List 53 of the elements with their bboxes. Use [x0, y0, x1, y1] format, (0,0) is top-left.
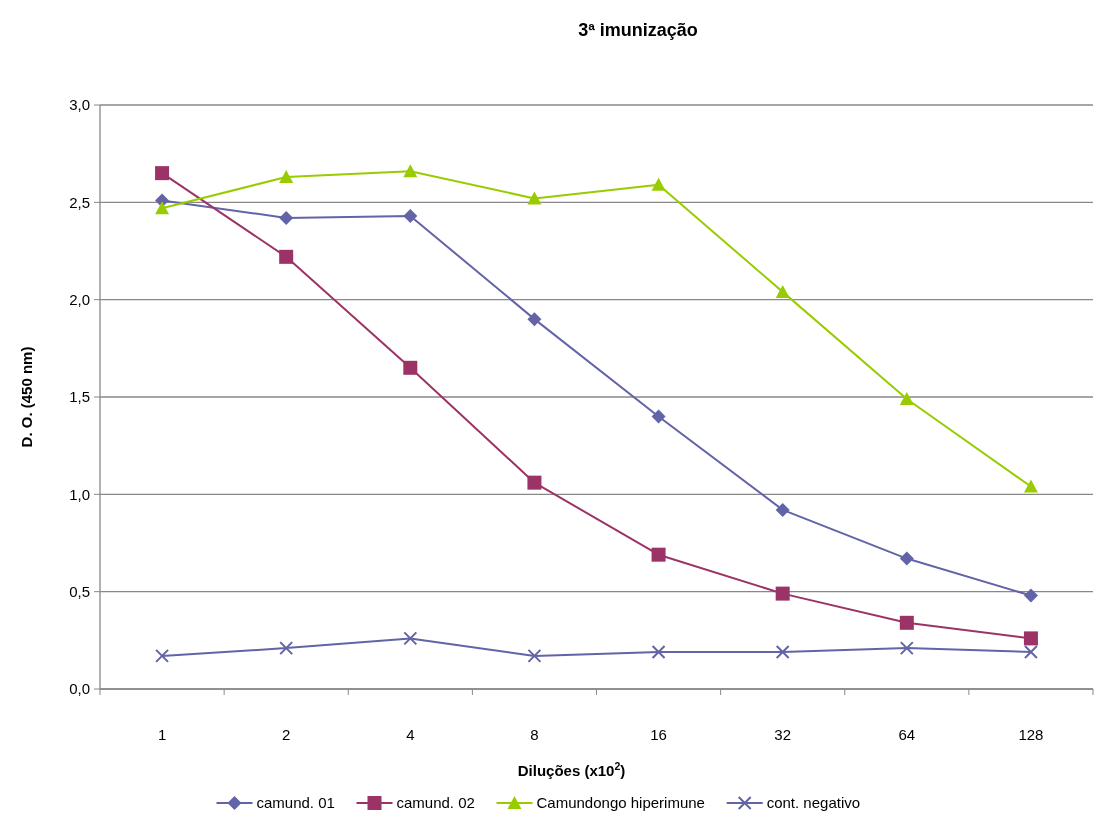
legend-label: camund. 01 — [256, 794, 335, 811]
x-tick-label: 32 — [774, 726, 792, 743]
x-tick-label: 128 — [1018, 726, 1044, 743]
point — [899, 551, 914, 566]
point — [775, 586, 790, 601]
point — [527, 475, 542, 490]
point — [651, 177, 666, 191]
point — [403, 208, 418, 223]
chart-title: 3ª imunização — [578, 20, 698, 40]
y-tick-label: 0,5 — [69, 582, 90, 600]
x-tick-label: 16 — [650, 726, 667, 743]
point — [155, 648, 170, 663]
point — [279, 210, 294, 225]
point — [527, 312, 542, 327]
x-tick-label: 4 — [406, 726, 415, 743]
point — [1023, 631, 1038, 646]
y-tick-label: 3,0 — [69, 96, 90, 114]
point — [527, 191, 542, 205]
y-tick-label: 2,0 — [69, 290, 90, 308]
y-axis-title: D. O. (450 nm) — [18, 346, 35, 448]
x-tick-label: 1 — [157, 726, 167, 743]
point — [775, 284, 790, 298]
x-tick-label: 8 — [530, 726, 539, 743]
legend-label: camund. 02 — [396, 794, 475, 811]
point — [279, 170, 294, 184]
point — [403, 360, 418, 375]
point — [155, 166, 170, 181]
x-axis-title: Diluções (x10$^{2}$) — [517, 760, 626, 779]
point — [775, 502, 790, 517]
point — [651, 547, 666, 562]
point — [403, 164, 418, 178]
point — [899, 641, 914, 656]
point — [899, 615, 914, 630]
point — [403, 631, 418, 646]
point — [651, 409, 666, 424]
point — [1023, 645, 1038, 660]
legend-label: Camundongo hiperimune — [536, 794, 705, 811]
legend-label: cont. negativo — [766, 794, 861, 811]
point — [279, 641, 294, 656]
x-tick-label: 2 — [282, 726, 291, 743]
point — [527, 648, 542, 663]
y-tick-label: 1,0 — [69, 485, 90, 503]
point — [775, 645, 790, 660]
y-tick-label: 0,0 — [69, 680, 90, 698]
y-tick-label: 1,5 — [69, 388, 90, 406]
x-tick-label: 64 — [898, 726, 916, 743]
point — [155, 201, 170, 215]
y-tick-label: 2,5 — [69, 193, 90, 211]
point — [279, 249, 294, 264]
point — [651, 645, 666, 660]
point — [1023, 479, 1038, 493]
point — [899, 391, 914, 405]
point — [1023, 588, 1038, 603]
